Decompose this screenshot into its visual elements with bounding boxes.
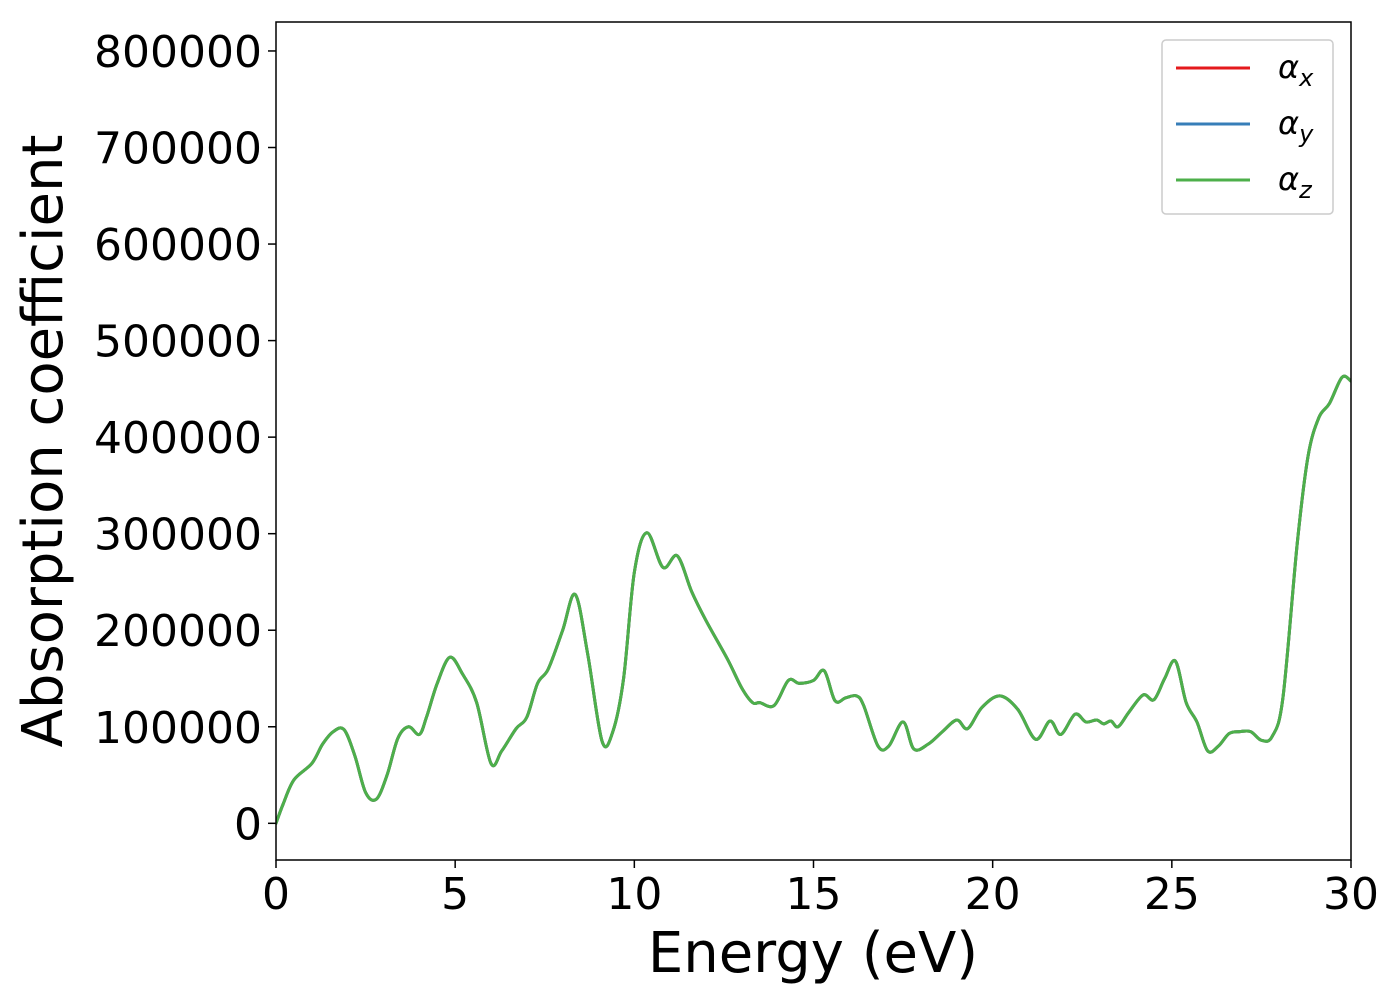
legend-label-base: α bbox=[1278, 104, 1299, 142]
series-line---z bbox=[276, 374, 1351, 825]
series-layer bbox=[276, 374, 1351, 825]
x-axis-title: Energy (eV) bbox=[648, 921, 978, 986]
legend-label-subscript: y bbox=[1298, 120, 1314, 148]
y-tick-label: 300000 bbox=[94, 510, 262, 561]
legend-entry: αz bbox=[1176, 160, 1313, 204]
x-tick-label: 5 bbox=[441, 869, 469, 920]
x-axis: 0 5 10 15 20 25 30 bbox=[262, 860, 1379, 920]
y-axis-title: Absorption coefficient bbox=[11, 135, 76, 748]
x-tick-label: 30 bbox=[1323, 869, 1379, 920]
y-tick-label: 100000 bbox=[94, 703, 262, 754]
x-tick-label: 10 bbox=[606, 869, 662, 920]
y-axis: 0 100000 200000 300000 400000 500000 600000 700… bbox=[94, 27, 276, 850]
y-tick-label: 400000 bbox=[94, 413, 262, 464]
legend-label-subscript: x bbox=[1298, 64, 1314, 92]
legend-label: αy bbox=[1278, 104, 1314, 148]
x-tick-label: 15 bbox=[786, 869, 842, 920]
legend-entry: αy bbox=[1176, 104, 1314, 148]
legend-box bbox=[1161, 39, 1334, 215]
x-tick-label: 25 bbox=[1144, 869, 1200, 920]
y-tick-label: 600000 bbox=[94, 220, 262, 271]
legend-entry: αx bbox=[1176, 48, 1314, 92]
x-tick-label: 20 bbox=[965, 869, 1021, 920]
y-tick-label: 700000 bbox=[94, 124, 262, 175]
legend-label-base: α bbox=[1278, 48, 1299, 86]
y-tick-label: 500000 bbox=[94, 317, 262, 368]
y-tick-label: 0 bbox=[234, 799, 262, 850]
y-tick-label: 800000 bbox=[94, 27, 262, 78]
legend-label: αz bbox=[1278, 160, 1313, 204]
x-tick-label: 0 bbox=[262, 869, 290, 920]
legend-label-subscript: z bbox=[1298, 176, 1313, 204]
legend-label-base: α bbox=[1278, 160, 1299, 198]
y-tick-label: 200000 bbox=[94, 606, 262, 657]
legend-label: αx bbox=[1278, 48, 1314, 92]
